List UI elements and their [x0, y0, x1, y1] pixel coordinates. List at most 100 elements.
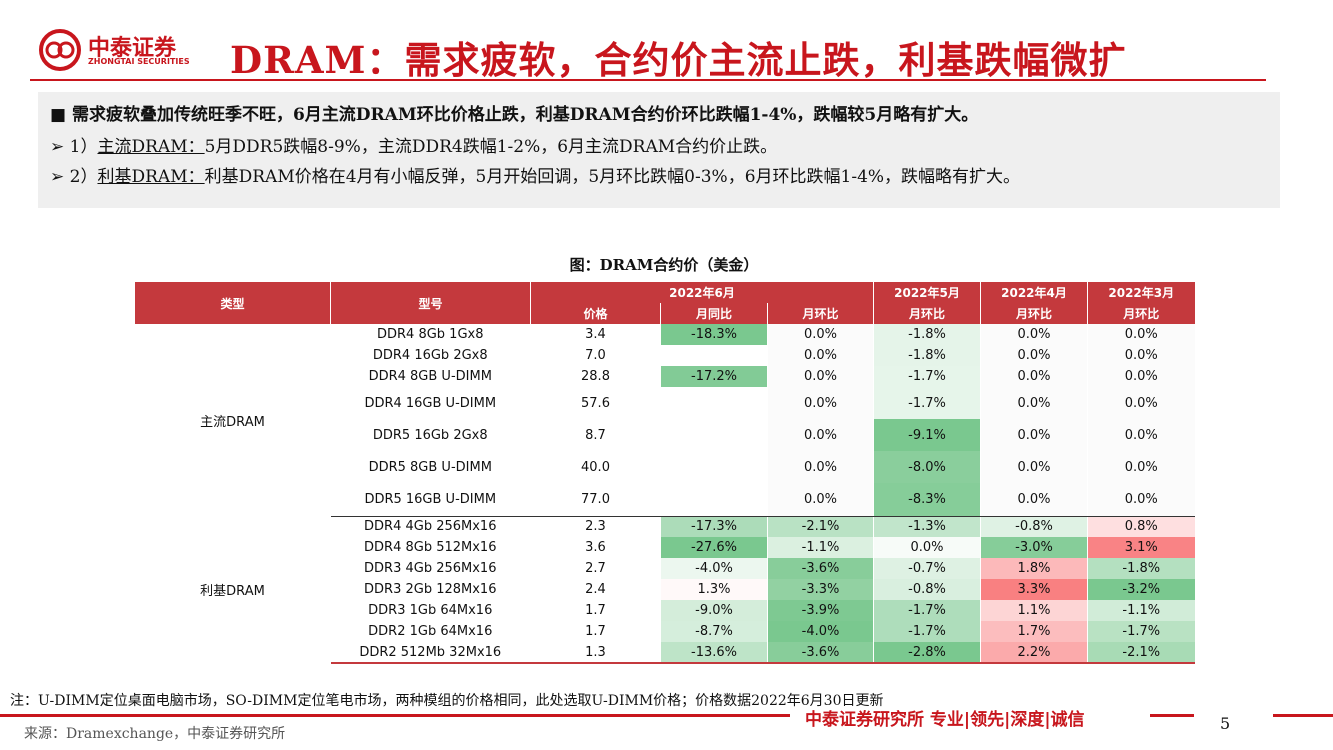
value-cell: -1.7% — [1087, 621, 1195, 642]
value-cell: -1.8% — [873, 345, 981, 366]
header-cell: 型号 — [330, 282, 531, 324]
value-cell: 0.0% — [980, 324, 1088, 345]
value-cell — [660, 451, 768, 483]
lead-text: 需求疲软叠加传统旺季不旺，6月主流DRAM环比价格止跌，利基DRAM合约价环比跌… — [71, 105, 979, 125]
header-rule — [30, 79, 1266, 81]
point-prefix: 2） — [69, 167, 98, 187]
value-cell: -1.3% — [873, 516, 981, 537]
model-cell: DDR5 16Gb 2Gx8 — [372, 427, 488, 443]
value-cell: 0.0% — [980, 483, 1088, 517]
value-cell: 1.3 — [530, 642, 661, 664]
summary-point: ➢ 2）利基DRAM：利基DRAM价格在4月有小幅反弹，5月开始回调，5月环比跌… — [50, 167, 1021, 187]
model-cell: DDR5 8GB U-DIMM — [368, 459, 492, 475]
model-cell: DDR4 16Gb 2Gx8 — [372, 348, 488, 363]
table-row: DDR5 8GB U-DIMM 40.0 0.0% -8.0% 0.0% 0.0% — [135, 451, 1195, 483]
value-cell: -8.0% — [873, 451, 981, 483]
header-cell: 月环比 — [1087, 303, 1195, 324]
value-cell: 0.0% — [767, 324, 874, 345]
value-cell: -1.7% — [873, 366, 981, 387]
value-cell: 0.0% — [980, 366, 1088, 387]
value-cell — [660, 345, 768, 366]
point-prefix: 1） — [69, 137, 98, 157]
model-cell: DDR2 1Gb 64Mx16 — [368, 624, 493, 639]
model-cell: DDR3 1Gb 64Mx16 — [368, 603, 493, 618]
value-cell: -2.1% — [767, 516, 874, 537]
value-cell: 1.7 — [530, 600, 661, 621]
model-cell: DDR4 8GB U-DIMM — [368, 369, 492, 384]
header-cell: 月环比 — [980, 303, 1088, 324]
price-table: 类型 型号 2022年6月 2022年5月 2022年4月 2022年3月 价格… — [134, 282, 1195, 664]
table-row: DDR4 16Gb 2Gx8 7.0 0.0% -1.8% 0.0% 0.0% — [135, 345, 1195, 366]
value-cell: 1.1% — [980, 600, 1088, 621]
value-cell: 2.4 — [530, 579, 661, 600]
value-cell: 0.0% — [767, 366, 874, 387]
value-cell: 0.0% — [1087, 483, 1195, 517]
value-cell: -27.6% — [660, 537, 768, 558]
value-cell: -1.8% — [873, 324, 981, 345]
slide-title: DRAM：需求疲软，合约价主流止跌，利基跌幅微扩 — [230, 38, 1127, 82]
value-cell: -9.0% — [660, 600, 768, 621]
source: 来源：Dramexchange，中泰证券研究所 — [24, 726, 286, 742]
footnote: 注：U-DIMM定位桌面电脑市场，SO-DIMM定位笔电市场，两种模组的价格相同… — [10, 693, 884, 709]
value-cell: -1.7% — [873, 387, 981, 419]
value-cell: -2.1% — [1087, 642, 1195, 664]
value-cell: -4.0% — [767, 621, 874, 642]
value-cell: -17.2% — [660, 366, 768, 387]
value-cell: 0.0% — [1087, 366, 1195, 387]
footer-brand: 中泰证券研究所 专业|领先|深度|诚信 — [805, 710, 1085, 730]
value-cell: 8.7 — [530, 419, 661, 451]
model-cell: DDR2 512Mb 32Mx16 — [330, 642, 531, 664]
table-row: DDR2 512Mb 32Mx16 1.3 -13.6% -3.6% -2.8% 2.2%… — [135, 642, 1195, 664]
value-cell: 3.4 — [530, 324, 661, 345]
header-cell: 月环比 — [767, 303, 874, 324]
value-cell: -8.3% — [873, 483, 981, 517]
value-cell — [660, 483, 768, 517]
logo-icon — [39, 29, 81, 71]
page-number: 5 — [1220, 714, 1231, 733]
value-cell: 1.7 — [530, 621, 661, 642]
table-row: DDR5 16Gb 2Gx8 8.7 0.0% -9.1% 0.0% 0.0% — [135, 419, 1195, 451]
model-cell: DDR4 8Gb 1Gx8 — [377, 327, 484, 342]
model-cell: DDR5 16GB U-DIMM — [330, 483, 531, 517]
table-row: DDR3 4Gb 256Mx16 2.7 -4.0% -3.6% -0.7% 1.8% -1… — [135, 558, 1195, 579]
footer-rule — [0, 714, 790, 717]
value-cell: 0.0% — [767, 451, 874, 483]
value-cell: 0.0% — [1087, 387, 1195, 419]
value-cell: -17.3% — [660, 516, 768, 537]
value-cell: -1.8% — [1087, 558, 1195, 579]
value-cell: 7.0 — [530, 345, 661, 366]
point-text: 5月DDR5跌幅8-9%，主流DDR4跌幅1-2%，6月主流DRAM合约价止跌。 — [204, 137, 778, 157]
model-cell: DDR4 16GB U-DIMM — [364, 395, 497, 411]
header-cell: 月环比 — [873, 303, 981, 324]
logo-subtext: ZHONGTAI SECURITIES — [88, 57, 190, 66]
value-cell: -3.6% — [767, 558, 874, 579]
table-row: 主流DRAM DDR4 8Gb 1Gx8 3.4 -18.3% 0.0% -1.8% 0.0… — [135, 324, 1195, 430]
header-cell: 月同比 — [660, 303, 768, 324]
value-cell: 0.0% — [1087, 419, 1195, 451]
value-cell: 0.0% — [873, 537, 981, 558]
point-text: 利基DRAM价格在4月有小幅反弹，5月开始回调，5月环比跌幅0-3%，6月环比跌… — [204, 167, 1021, 187]
value-cell: 40.0 — [530, 451, 661, 483]
value-cell: -1.1% — [1087, 600, 1195, 621]
value-cell: 0.8% — [1087, 516, 1195, 537]
value-cell: 0.0% — [1087, 345, 1195, 366]
value-cell: 0.0% — [767, 387, 874, 419]
header-cell: 价格 — [530, 303, 661, 324]
value-cell: -0.8% — [873, 579, 981, 600]
value-cell: 28.8 — [530, 366, 661, 387]
value-cell: -1.7% — [873, 600, 981, 621]
value-cell: 0.0% — [767, 345, 874, 366]
value-cell: -3.2% — [1087, 579, 1195, 600]
header-cell: 2022年4月 — [980, 282, 1088, 303]
value-cell: 3.6 — [530, 537, 661, 558]
group-label: 利基DRAM — [200, 584, 265, 599]
summary-point: ➢ 1）主流DRAM：5月DDR5跌幅8-9%，主流DDR4跌幅1-2%，6月主… — [50, 137, 778, 157]
value-cell: -3.9% — [767, 600, 874, 621]
value-cell: -0.7% — [873, 558, 981, 579]
value-cell: 3.1% — [1087, 537, 1195, 558]
table-row: DDR3 2Gb 128Mx16 2.4 1.3% -3.3% -0.8% 3.3% -3.… — [135, 579, 1195, 600]
value-cell: 1.3% — [660, 579, 768, 600]
summary-box: ■ 需求疲软叠加传统旺季不旺，6月主流DRAM环比价格止跌，利基DRAM合约价环… — [38, 92, 1280, 208]
value-cell: 57.6 — [530, 387, 661, 419]
